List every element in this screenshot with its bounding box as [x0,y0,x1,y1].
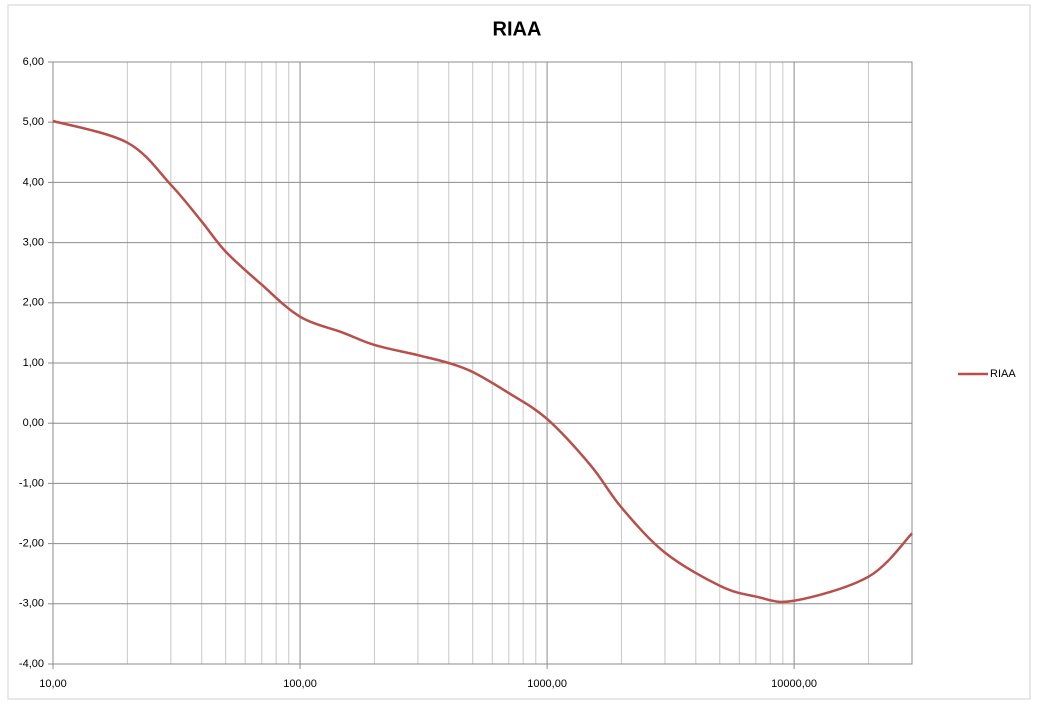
x-tick-label: 1000,00 [527,678,567,690]
y-tick-label: 5,00 [23,116,44,128]
y-tick-label: 3,00 [23,237,44,249]
y-tick-label: -1,00 [19,477,44,489]
x-tick-label: 10000,00 [771,678,817,690]
y-tick-label: 4,00 [23,176,44,188]
legend-label: RIAA [990,368,1016,380]
y-tick-label: 6,00 [23,56,44,68]
x-tick-label: 100,00 [283,678,317,690]
y-tick-label: 0,00 [23,417,44,429]
series-line [52,119,913,604]
y-tick-label: -4,00 [19,658,44,670]
y-tick-label: -2,00 [19,538,44,550]
x-tick-label: 10,00 [39,678,67,690]
chart-area [7,4,1031,700]
chart-title: RIAA [493,18,542,40]
y-tick-label: -3,00 [19,598,44,610]
y-tick-label: 1,00 [23,357,44,369]
plot-frame [52,61,913,665]
y-tick-label: 2,00 [23,297,44,309]
